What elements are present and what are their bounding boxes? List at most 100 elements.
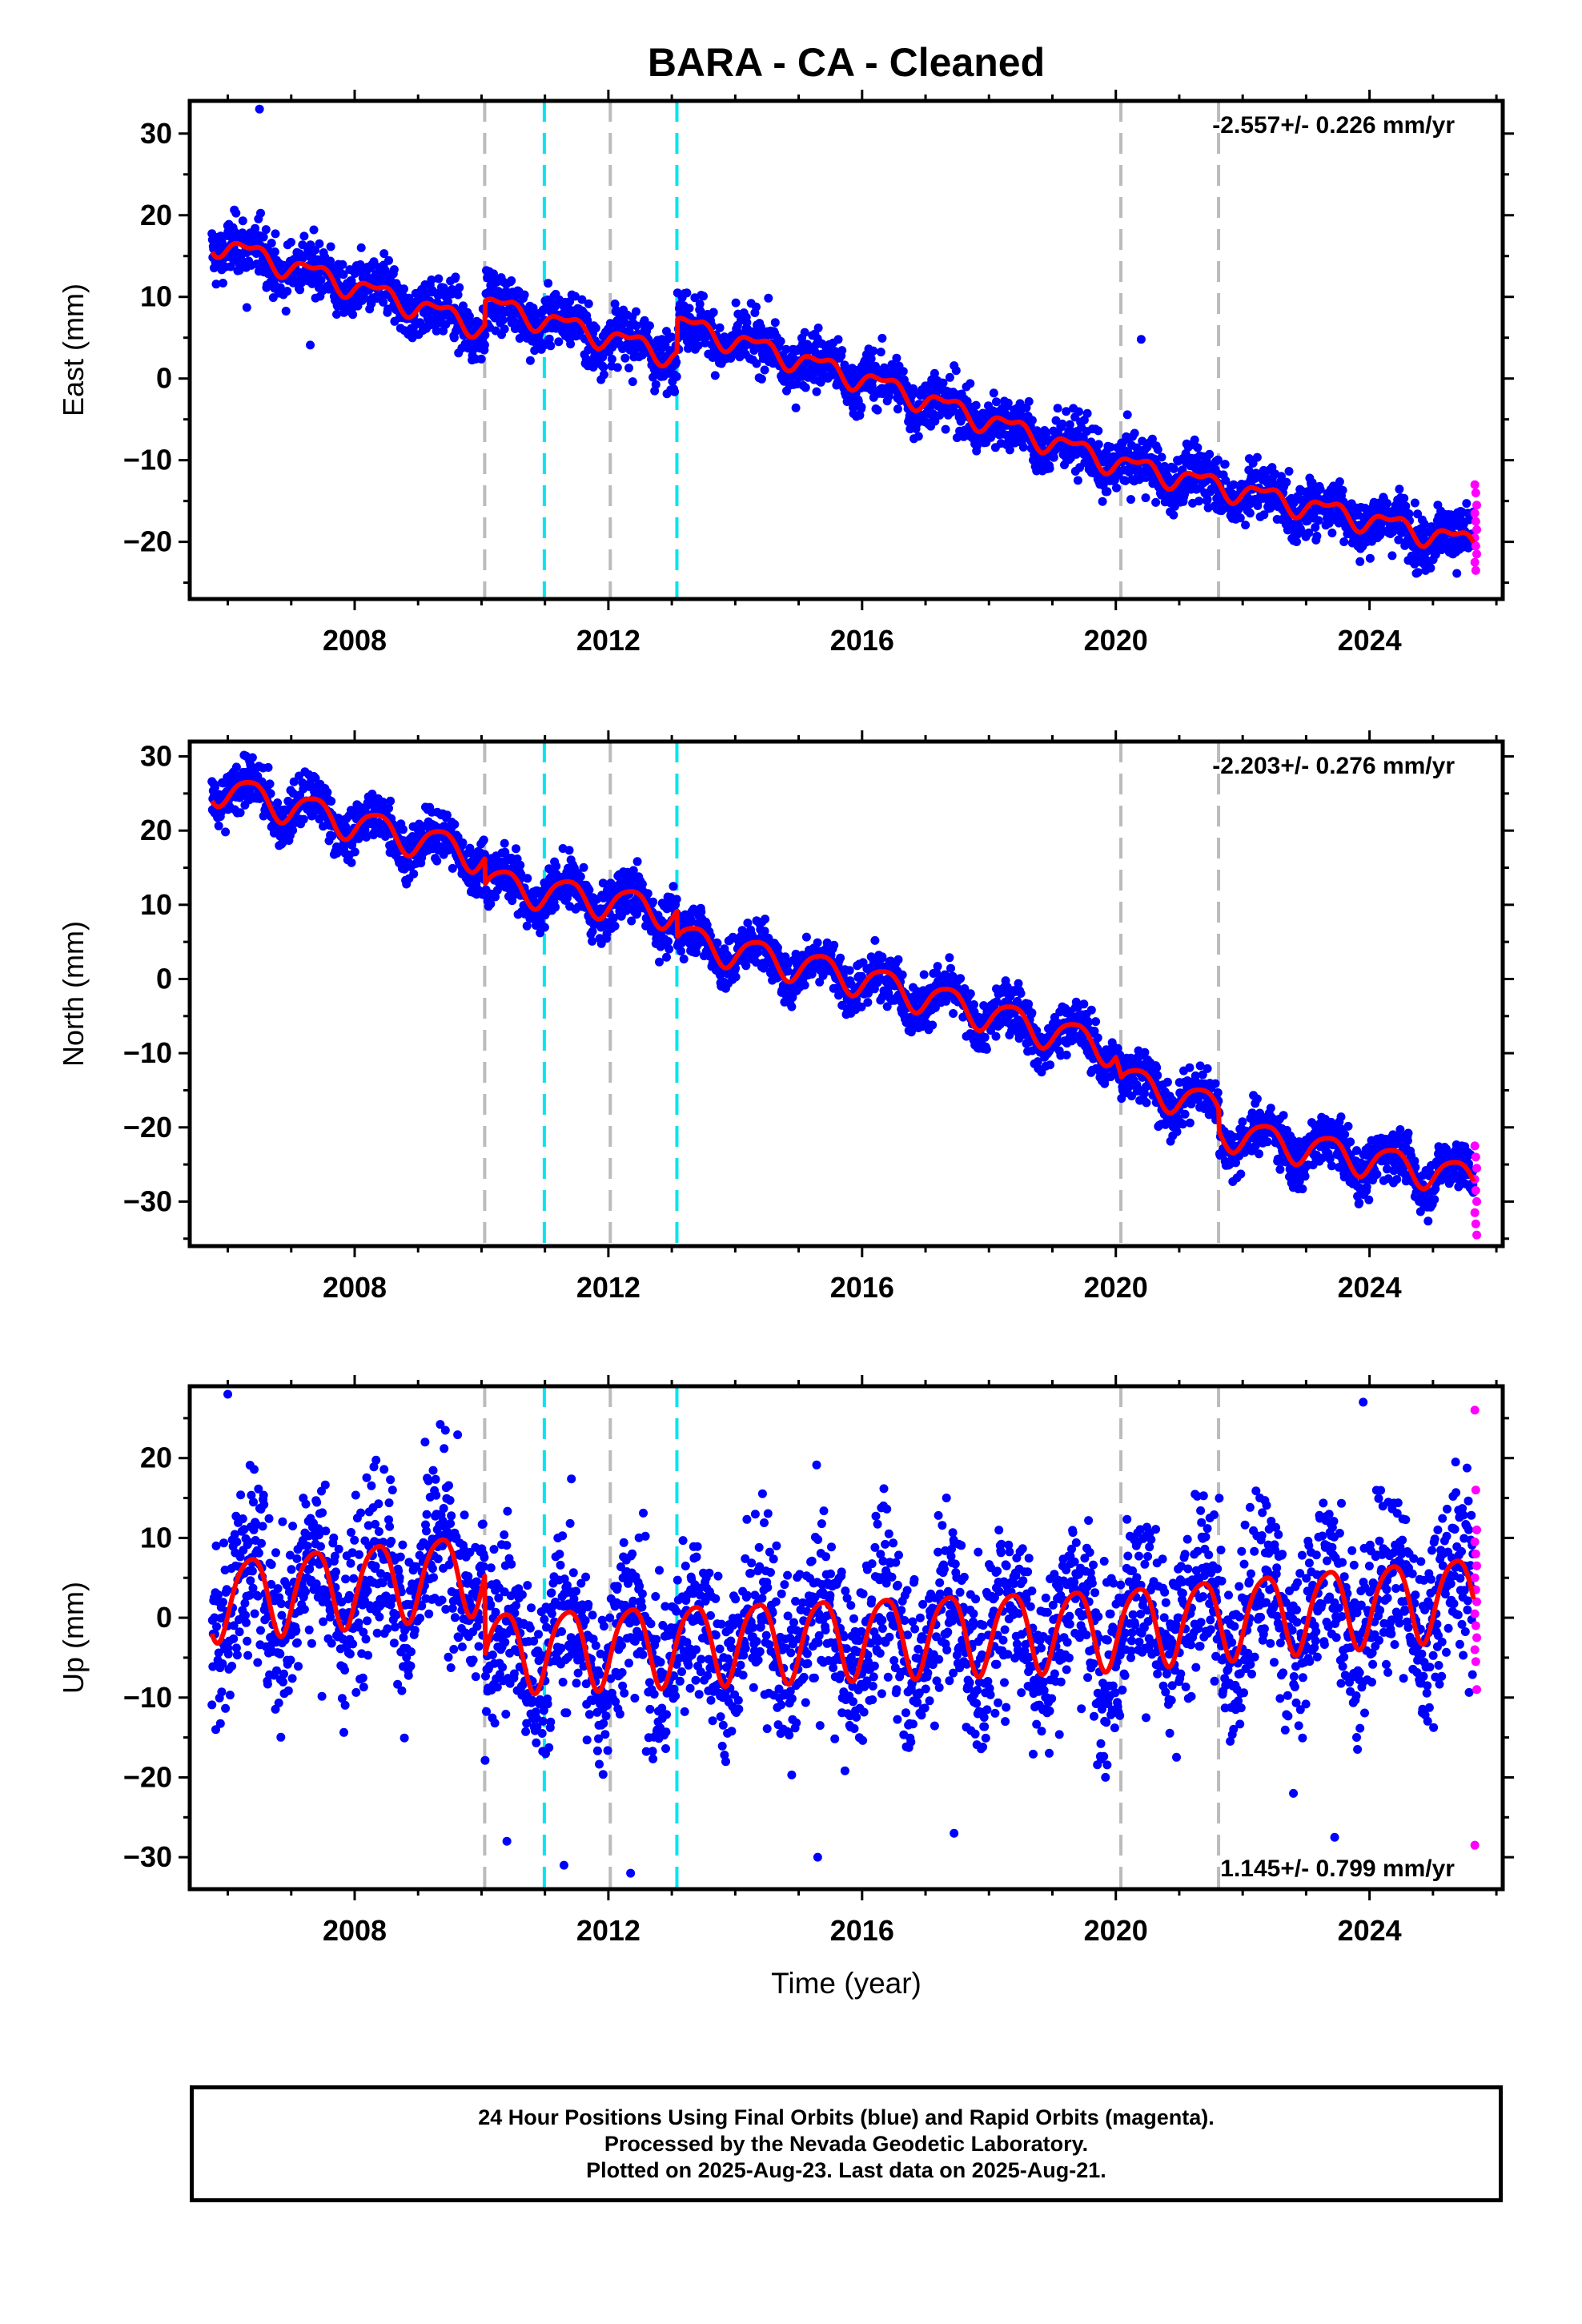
data-point [893, 404, 902, 414]
data-point [1464, 515, 1474, 525]
data-point [332, 310, 341, 319]
data-point [941, 424, 950, 434]
data-point [1365, 553, 1375, 563]
data-point [384, 255, 393, 265]
panel-1: 2008 2012 2016 2020 2024−30−20−100102030Nort… [57, 730, 1514, 1304]
data-point [1244, 465, 1254, 475]
data-point [813, 324, 823, 332]
data-point [801, 383, 810, 392]
data-point [480, 340, 489, 350]
data-point [347, 858, 356, 867]
data-point [665, 944, 674, 954]
data-point [552, 862, 561, 871]
data-point [1311, 523, 1320, 532]
data-point [786, 373, 796, 383]
model-curve [210, 240, 1476, 549]
data-point-outlier [255, 104, 264, 114]
data-point [546, 341, 556, 351]
rapid-point [1470, 509, 1480, 518]
data-point [928, 1020, 938, 1030]
data-point [270, 247, 279, 256]
data-point [235, 808, 245, 818]
data-point [933, 962, 942, 971]
data-point [1147, 434, 1157, 444]
data-point [1005, 445, 1014, 455]
data-point [379, 249, 389, 259]
data-point [695, 300, 705, 309]
data-point [323, 787, 332, 797]
data-point [326, 242, 335, 251]
y-tick-label: 0 [156, 362, 172, 395]
data-point [1383, 499, 1391, 508]
data-point [834, 991, 843, 1000]
data-point [339, 270, 348, 279]
data-point [897, 970, 907, 979]
data-point [327, 831, 337, 841]
data-point [1205, 449, 1215, 459]
data-point [599, 370, 608, 380]
data-point [1042, 428, 1051, 437]
data-point [951, 366, 961, 376]
data-point [857, 402, 866, 412]
data-point [624, 364, 633, 372]
data-point [807, 969, 817, 979]
data-point [554, 337, 564, 347]
data-point [1277, 472, 1286, 481]
data-point [1282, 477, 1291, 487]
data-point [682, 288, 692, 298]
data-point [643, 889, 652, 899]
data-point [648, 897, 658, 907]
data-point [609, 913, 618, 923]
data-point [637, 879, 647, 889]
data-point [1395, 485, 1404, 494]
data-point [551, 903, 560, 912]
data-point [598, 879, 608, 888]
data-point [632, 307, 640, 316]
data-point [1338, 485, 1347, 495]
data-point [1157, 452, 1166, 462]
data-point [404, 293, 414, 303]
data-point [1355, 557, 1365, 566]
data-point [522, 921, 532, 931]
data-point [219, 279, 227, 287]
data-point [757, 374, 766, 384]
data-point [295, 285, 305, 295]
data-point [752, 302, 761, 312]
data-point [566, 340, 576, 349]
data-point [752, 359, 761, 368]
data-point [449, 333, 459, 343]
data-point [1073, 476, 1082, 485]
data-point [1213, 455, 1223, 464]
data-point [882, 1002, 892, 1011]
rapid-point [1471, 517, 1480, 526]
data-point [884, 392, 893, 401]
data-point [1462, 499, 1472, 509]
data-point [892, 353, 901, 363]
data-point [863, 998, 873, 1007]
data-point [1413, 509, 1423, 519]
data-point [971, 400, 981, 410]
data-point [1220, 460, 1230, 469]
data-point [632, 321, 641, 331]
data-point [1404, 509, 1414, 519]
data-point [731, 972, 741, 982]
data-point [464, 312, 474, 321]
data-point [770, 318, 780, 328]
data-point [1431, 550, 1440, 559]
data-point [628, 866, 638, 875]
figure-title: BARA - CA - Cleaned [648, 40, 1045, 85]
data-point [515, 334, 524, 343]
data-point [742, 318, 752, 328]
data-point [608, 343, 617, 352]
data-point [687, 917, 697, 927]
data-point [544, 334, 554, 344]
data-point [669, 882, 678, 891]
data-point [870, 935, 880, 945]
data-point [1426, 563, 1435, 573]
data-point [612, 363, 622, 372]
data-point [1307, 478, 1317, 488]
data-point [448, 863, 457, 873]
data-point [710, 371, 720, 380]
rapid-point [1472, 525, 1482, 534]
data-point [677, 947, 685, 956]
